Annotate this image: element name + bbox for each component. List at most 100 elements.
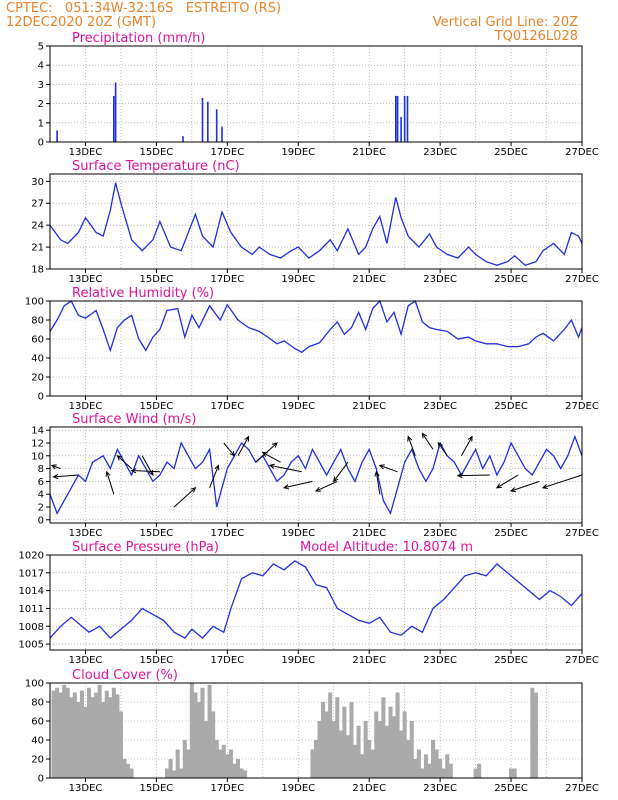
wind-arrow-head (50, 464, 57, 470)
wind-arrow-head (52, 473, 59, 480)
x-tick-label: 15DEC (140, 655, 174, 666)
panel-title: Surface Temperature (nC) (72, 159, 240, 174)
cloud-bar (399, 730, 404, 778)
wind-arrow (237, 436, 250, 457)
x-tick-label: 15DEC (140, 274, 174, 285)
x-tick-label: 21DEC (352, 783, 386, 794)
cloud-bar (122, 759, 127, 778)
rh-line (49, 299, 583, 354)
cloud-bar (406, 740, 411, 778)
cloud-bar (69, 697, 74, 778)
cloud-bar (126, 763, 131, 778)
cloud-bar (211, 711, 216, 778)
wind-arrow (209, 465, 219, 488)
cloud-bar (448, 763, 453, 778)
precip-bar (56, 130, 58, 142)
cloud-bar (200, 687, 205, 778)
wind-arrow-head (314, 486, 322, 492)
cloud-bar (232, 763, 237, 778)
y-tick-label: 80 (31, 698, 44, 709)
wind-line (49, 434, 583, 516)
cloud-bar (225, 754, 230, 778)
cloud-bar (445, 754, 450, 778)
header-date: 12DEC2020 20Z (GMT) (6, 15, 157, 30)
wind-arrow-head (268, 463, 275, 469)
y-tick-label: 2 (38, 503, 44, 514)
wind-arrow (421, 433, 434, 450)
panel-title: Surface Wind (m/s) (72, 412, 196, 427)
x-tick-label: 25DEC (494, 655, 528, 666)
wind-arrow-head (244, 435, 250, 442)
cloud-bar (214, 740, 219, 778)
x-tick-label: 21DEC (352, 274, 386, 285)
wind-arrow (437, 442, 448, 457)
panel-frame (49, 554, 583, 651)
wind-arrow-head (374, 470, 380, 477)
cloud-bar (243, 770, 248, 778)
cloud-bar (62, 684, 67, 778)
wind-arrow (460, 436, 473, 457)
header-location: CPTEC: 051:34W-32:16S ESTREITO (RS) (6, 1, 282, 16)
wind-arrow (51, 464, 61, 470)
cloud-bar (434, 749, 439, 778)
x-tick-label: 23DEC (423, 401, 457, 412)
y-tick-label: 4 (38, 61, 44, 72)
x-tick-label: 23DEC (423, 147, 457, 158)
cloud-bar (360, 754, 365, 778)
wind-arrow (53, 474, 79, 478)
y-tick-label: 30 (31, 177, 44, 188)
precip-bar (201, 97, 204, 142)
x-tick-label: 15DEC (140, 147, 174, 158)
y-tick-label: 8 (38, 464, 44, 475)
x-tick-label: 13DEC (69, 655, 103, 666)
cloud-bar (356, 725, 361, 778)
wind-arrow (407, 436, 416, 456)
y-tick-label: 10 (31, 451, 44, 462)
wind-arrow-head (272, 442, 278, 448)
y-tick-label: 60 (31, 717, 44, 728)
cloud-bar (182, 740, 187, 778)
wind-arrow (510, 480, 540, 492)
y-tick-label: 1017 (19, 568, 44, 579)
wind-arrow-head (437, 442, 443, 449)
cloud-bar (175, 749, 180, 778)
cloud-bar (204, 721, 209, 778)
cloud-bar (55, 687, 60, 778)
y-tick-label: 3 (38, 80, 44, 91)
cloud-bar (118, 711, 123, 778)
wind-arrow (223, 442, 235, 457)
y-tick-label: 14 (31, 426, 44, 437)
x-tick-label: 19DEC (281, 147, 315, 158)
wind-arrow-head (229, 450, 236, 457)
cloud-bar (370, 749, 375, 778)
cloud-bar (420, 768, 425, 778)
cloud-bar (381, 697, 386, 778)
wind-arrow (117, 455, 132, 469)
x-tick-label: 25DEC (494, 401, 528, 412)
cloud-bar (189, 683, 194, 778)
cloud-bar (228, 749, 233, 778)
y-tick-label: 21 (31, 243, 44, 254)
panel-title: Precipitation (mm/h) (72, 31, 205, 46)
y-tick-label: 20 (31, 373, 44, 384)
header-grid-note: Vertical Grid Line: 20Z (432, 15, 578, 30)
x-tick-label: 13DEC (69, 274, 103, 285)
y-tick-label: 0 (38, 138, 44, 149)
cloud-bar (431, 740, 436, 778)
cloud-bar (76, 702, 81, 778)
temp-line (49, 182, 583, 267)
cloud-bar (427, 763, 432, 778)
panel-frame (49, 300, 583, 397)
y-tick-label: 1005 (19, 640, 44, 651)
cloud-bar (207, 684, 212, 778)
cloud-bar (512, 768, 517, 778)
cloud-bar (477, 763, 482, 778)
wind-arrow (173, 487, 196, 508)
precip-bar (400, 117, 402, 142)
x-tick-label: 25DEC (494, 528, 528, 539)
cloud-bar (111, 687, 116, 778)
cloud-bar (349, 702, 354, 778)
cloud-bar (239, 768, 244, 778)
panel-frame (49, 45, 583, 143)
